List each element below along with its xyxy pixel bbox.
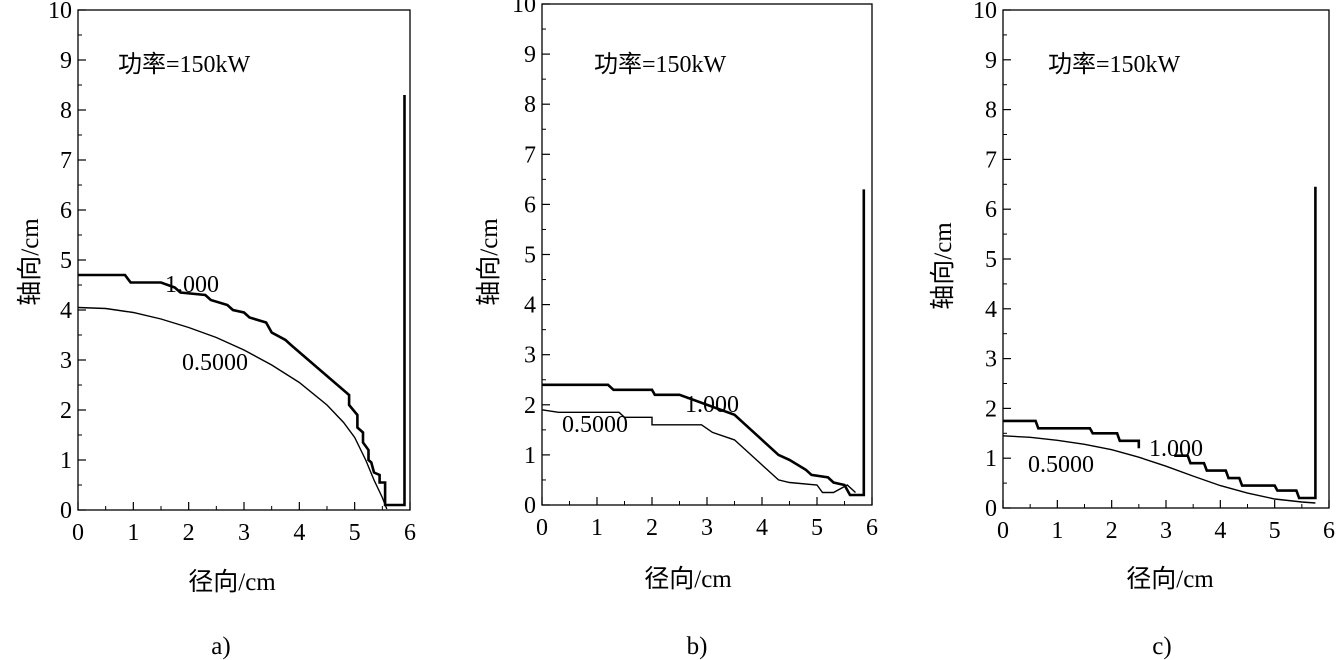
y-tick-label: 0 — [60, 498, 72, 524]
x-tick-label: 1 — [1051, 518, 1063, 544]
power-annotation: 功率=150kW — [118, 51, 251, 78]
y-tick-label: 9 — [985, 48, 997, 74]
x-tick-label: 5 — [1269, 518, 1281, 544]
x-tick-label: 2 — [646, 515, 658, 541]
contour-line-0-5000 — [541, 409, 856, 494]
y-tick-label: 6 — [985, 197, 997, 223]
contour-label: 1.000 — [1149, 436, 1203, 462]
x-tick-label: 3 — [238, 520, 250, 546]
y-tick-label: 4 — [985, 297, 997, 323]
y-tick-label: 2 — [524, 393, 536, 419]
y-tick-label: 2 — [985, 396, 997, 422]
y-tick-label: 1 — [524, 443, 536, 469]
chart-panel-1: 0 1 2 3 4 5 6 7 8 9 10 0 1 2 3 4 5 6 轴向/cm 径向/cm a) 功率=150kW 1… — [16, 0, 416, 660]
y-tick-label: 6 — [60, 198, 72, 224]
y-tick-label: 4 — [60, 298, 72, 324]
y-tick-label: 2 — [60, 398, 72, 424]
x-axis-label: 径向/cm — [1126, 565, 1214, 593]
x-tick-label: 1 — [127, 520, 139, 546]
y-tick-label: 0 — [985, 496, 997, 522]
x-tick-label: 3 — [1160, 518, 1172, 544]
x-tick-label: 5 — [811, 515, 823, 541]
y-axis-label: 轴向/cm — [475, 218, 503, 306]
y-tick-label: 3 — [524, 343, 536, 369]
y-tick-label: 9 — [60, 48, 72, 74]
x-tick-label: 5 — [349, 520, 361, 546]
y-tick-label: 0 — [524, 493, 536, 519]
y-tick-label: 9 — [524, 42, 536, 68]
power-annotation: 功率=150kW — [594, 51, 727, 78]
y-tick-label: 5 — [985, 247, 997, 273]
contour-line-1-000 — [1003, 419, 1141, 449]
x-tick-label: 4 — [1214, 518, 1226, 544]
y-tick-label: 10 — [512, 0, 536, 18]
x-tick-label: 4 — [756, 515, 768, 541]
y-tick-label: 6 — [524, 192, 536, 218]
x-tick-label: 2 — [183, 520, 195, 546]
y-tick-label: 8 — [985, 98, 997, 124]
x-tick-label: 0 — [536, 515, 548, 541]
contour-label: 1.000 — [685, 392, 739, 418]
x-tick-label: 0 — [72, 520, 84, 546]
y-axis-label: 轴向/cm — [929, 222, 957, 310]
power-annotation: 功率=150kW — [1048, 51, 1181, 78]
x-tick-label: 6 — [866, 515, 878, 541]
chart-panel-3: 0 1 2 3 4 5 6 7 8 9 10 0 1 2 3 4 5 6 轴向/cm 径向/cm c) 功率=150kW 1… — [929, 0, 1335, 660]
panel-caption: c) — [1152, 633, 1171, 660]
y-tick-label: 10 — [48, 0, 72, 24]
x-tick-label: 0 — [997, 518, 1009, 544]
contour-label: 0.5000 — [1028, 452, 1094, 478]
x-tick-label: 2 — [1106, 518, 1118, 544]
contour-label: 1.000 — [165, 272, 219, 298]
y-tick-label: 7 — [985, 147, 997, 173]
x-tick-label: 6 — [404, 520, 416, 546]
x-tick-label: 3 — [701, 515, 713, 541]
contour-line-0-5000 — [1002, 435, 1316, 504]
y-tick-label: 10 — [973, 0, 997, 24]
y-tick-label: 3 — [60, 348, 72, 374]
y-axis-label: 轴向/cm — [16, 218, 44, 306]
y-tick-label: 7 — [60, 148, 72, 174]
chart-panel-2: 0 1 2 3 4 5 6 7 8 9 10 0 1 2 3 4 5 6 轴向/cm 径向/cm b) 功率=150kW 1… — [475, 0, 878, 660]
y-tick-label: 4 — [524, 293, 536, 319]
y-tick-label: 7 — [524, 142, 536, 168]
panel-caption: a) — [211, 633, 230, 660]
plot-frame — [77, 9, 411, 511]
contour-line-1-000 — [78, 95, 406, 507]
y-tick-label: 8 — [524, 92, 536, 118]
contour-label: 0.5000 — [562, 412, 628, 438]
x-tick-label: 1 — [591, 515, 603, 541]
x-axis-label: 径向/cm — [644, 565, 732, 593]
x-tick-label: 6 — [1323, 518, 1335, 544]
contour-line-1-000 — [1174, 186, 1317, 500]
y-tick-label: 5 — [524, 243, 536, 269]
contour-label: 0.5000 — [182, 350, 248, 376]
y-tick-label: 8 — [60, 98, 72, 124]
contour-line-0-5000 — [77, 306, 388, 510]
y-tick-label: 3 — [985, 347, 997, 373]
plot-frame — [1002, 9, 1330, 509]
x-axis-label: 径向/cm — [188, 568, 276, 596]
y-tick-label: 1 — [60, 448, 72, 474]
contour-line-1-000 — [542, 189, 866, 497]
y-tick-label: 1 — [985, 446, 997, 472]
x-tick-label: 4 — [293, 520, 305, 546]
y-tick-label: 5 — [60, 248, 72, 274]
panel-caption: b) — [687, 633, 708, 660]
